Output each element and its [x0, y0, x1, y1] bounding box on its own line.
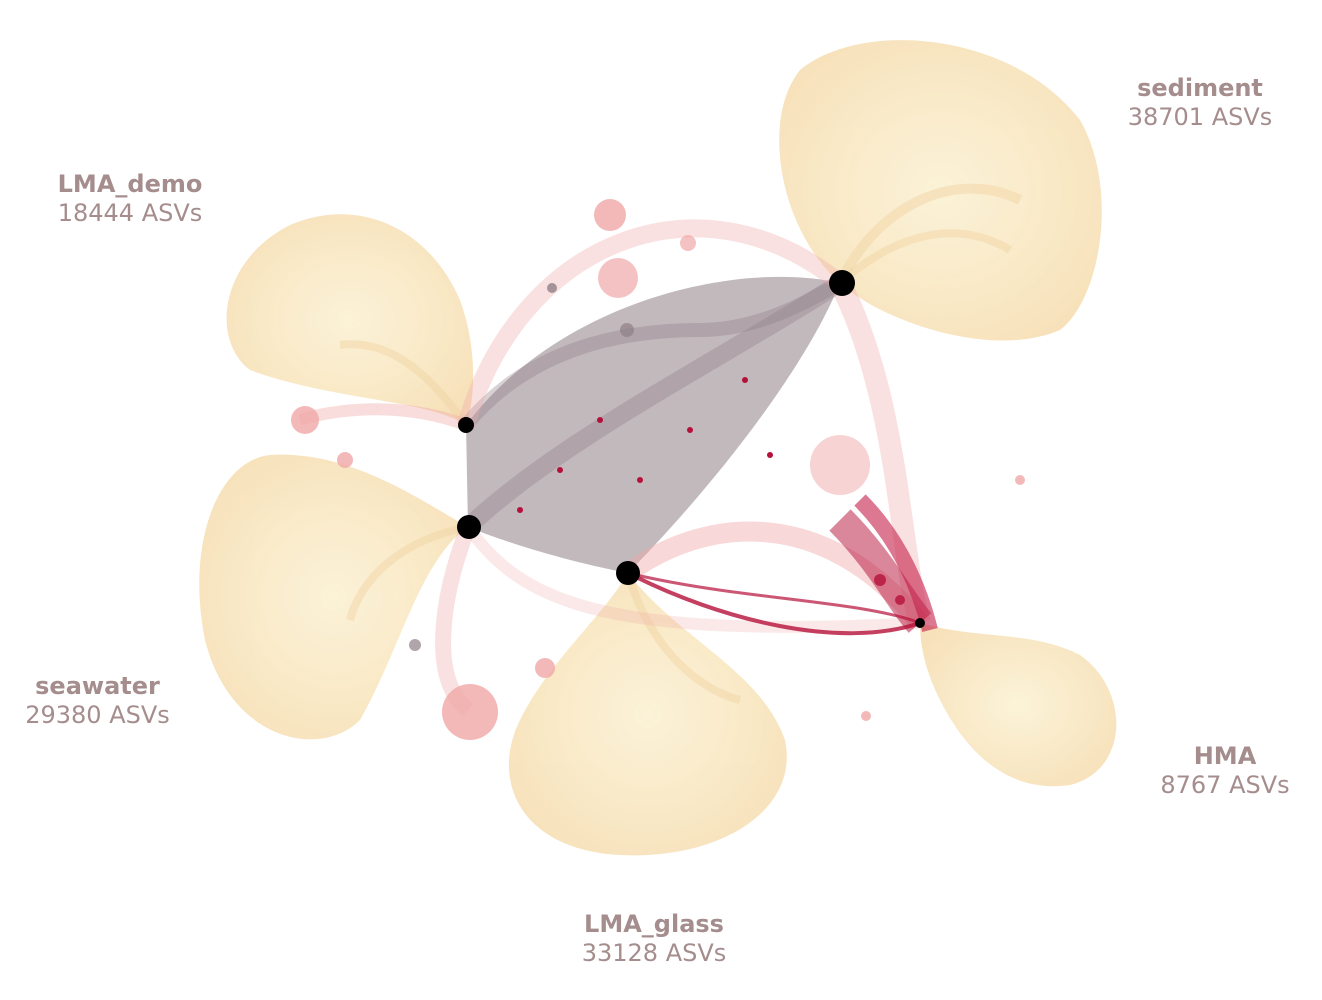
hub-hma	[915, 618, 925, 628]
fan-seawater	[199, 454, 469, 740]
fan-hma	[920, 623, 1117, 787]
label-lma-demo-name: LMA_demo	[57, 170, 203, 198]
label-seawater-count: 29380 ASVs	[25, 700, 170, 729]
hub-lma-demo	[458, 417, 474, 433]
label-lma-glass-name: LMA_glass	[584, 910, 724, 938]
edges-hma	[627, 494, 938, 636]
label-hma: HMA 8767 ASVs	[1130, 742, 1320, 800]
asv-dots	[291, 199, 1025, 740]
label-hma-name: HMA	[1193, 742, 1257, 770]
hub-nodes	[457, 270, 925, 628]
label-seawater: seawater 29380 ASVs	[0, 672, 195, 730]
label-lma-demo: LMA_demo 18444 ASVs	[30, 170, 230, 228]
label-sediment-count: 38701 ASVs	[1127, 102, 1273, 131]
hub-lma-glass	[616, 561, 640, 585]
hub-sediment	[829, 270, 855, 296]
label-sediment-name: sediment	[1137, 74, 1263, 102]
hub-seawater	[457, 515, 481, 539]
label-lma-demo-count: 18444 ASVs	[57, 198, 203, 227]
label-sediment: sediment 38701 ASVs	[1100, 74, 1300, 132]
label-hma-count: 8767 ASVs	[1160, 770, 1290, 799]
label-seawater-name: seawater	[35, 672, 160, 700]
fan-sediment	[779, 40, 1102, 341]
label-lma-glass-count: 33128 ASVs	[581, 938, 727, 967]
fan-lma-glass	[508, 571, 787, 856]
fan-lma-demo	[226, 214, 474, 428]
edges-shared	[460, 275, 845, 573]
label-lma-glass: LMA_glass 33128 ASVs	[549, 910, 759, 968]
